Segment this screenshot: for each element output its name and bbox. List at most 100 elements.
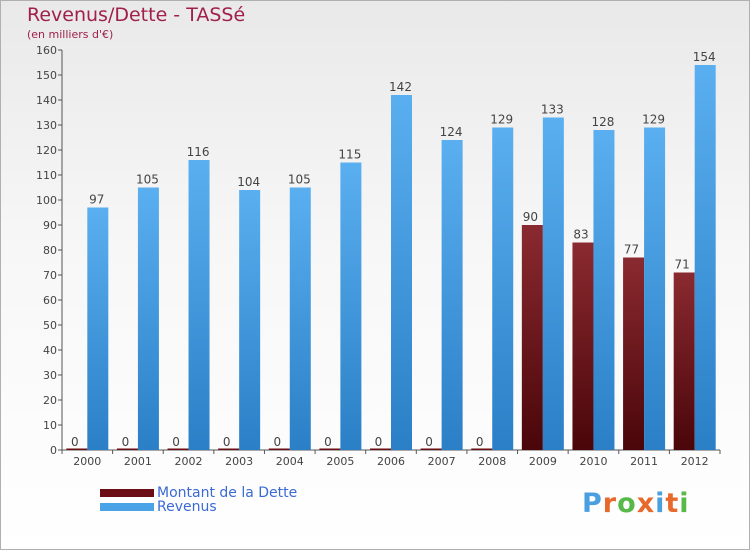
value-label-revenus-2010: 128 — [592, 115, 615, 129]
value-label-revenus-2004: 105 — [288, 173, 311, 187]
y-tick-label: 160 — [36, 44, 57, 57]
bar-debt-2000 — [66, 448, 88, 450]
value-label-debt-2011: 77 — [624, 243, 639, 257]
value-label-revenus-2009: 133 — [541, 103, 564, 117]
value-label-debt-2012: 71 — [675, 258, 690, 272]
bar-debt-2010 — [572, 242, 594, 450]
value-label-debt-2002: 0 — [172, 435, 180, 449]
x-tick-label: 2012 — [681, 455, 709, 468]
x-tick-label: 2000 — [73, 455, 101, 468]
x-tick-label: 2008 — [478, 455, 506, 468]
y-tick-label: 140 — [36, 94, 57, 107]
y-tick-label: 120 — [36, 144, 57, 157]
bar-debt-2009 — [521, 225, 543, 450]
logo-letter: r — [602, 488, 618, 519]
value-label-debt-2001: 0 — [122, 435, 130, 449]
proxiti-logo: Proxiti — [582, 488, 690, 519]
y-tick-label: 50 — [43, 319, 57, 332]
value-label-revenus-2003: 104 — [237, 175, 260, 189]
x-tick-label: 2007 — [428, 455, 456, 468]
bar-debt-2006 — [370, 448, 391, 450]
chart-title: Revenus/Dette - TASSé — [27, 4, 246, 26]
legend-item-debt: Montant de la Dette — [100, 485, 298, 501]
bar-debt-2001 — [116, 448, 138, 450]
y-tick-label: 0 — [50, 444, 57, 457]
bar-debt-2011 — [623, 257, 645, 450]
bar-revenus-2001 — [137, 187, 159, 450]
bar-revenus-2008 — [492, 127, 514, 450]
x-tick-label: 2011 — [630, 455, 658, 468]
bar-revenus-2007 — [441, 140, 463, 450]
bar-debt-2005 — [319, 448, 341, 450]
legend-label-revenus: Revenus — [157, 499, 217, 515]
legend-swatch-revenus — [100, 503, 154, 511]
bars — [66, 65, 716, 450]
x-tick-label: 2005 — [326, 455, 354, 468]
logo-letter: t — [665, 488, 680, 519]
bar-revenus-2000 — [87, 207, 109, 450]
y-tick-label: 100 — [36, 194, 57, 207]
value-label-debt-2003: 0 — [223, 435, 231, 449]
logo-letter: x — [636, 488, 656, 519]
chart-subtitle: (en milliers d'€) — [27, 28, 114, 41]
value-label-revenus-2001: 105 — [136, 173, 159, 187]
y-axis: 0 10 20 30 40 50 60 70 80 90 100 110 120 130 140 150 160 — [36, 44, 63, 457]
bar-debt-2008 — [471, 448, 493, 450]
x-tick-label: 2010 — [579, 455, 607, 468]
y-tick-label: 110 — [36, 169, 57, 182]
bar-revenus-2006 — [391, 95, 412, 450]
value-label-debt-2010: 83 — [573, 228, 588, 242]
value-label-revenus-2012: 154 — [693, 50, 716, 64]
bar-revenus-2012 — [694, 65, 716, 450]
y-tick-label: 40 — [43, 344, 57, 357]
bar-revenus-2005 — [340, 162, 362, 450]
value-label-debt-2005: 0 — [324, 435, 332, 449]
value-label-revenus-2006: 142 — [389, 80, 412, 94]
value-label-revenus-2008: 129 — [490, 113, 513, 127]
bar-debt-2012 — [673, 272, 695, 450]
value-label-debt-2008: 0 — [476, 435, 484, 449]
x-tick-label: 2003 — [225, 455, 253, 468]
y-tick-label: 20 — [43, 394, 57, 407]
y-tick-label: 10 — [43, 419, 57, 432]
logo-letter: o — [617, 488, 637, 519]
legend-label-debt: Montant de la Dette — [157, 485, 298, 501]
y-tick-label: 90 — [43, 219, 57, 232]
bar-debt-2007 — [420, 448, 442, 450]
value-label-debt-2007: 0 — [425, 435, 433, 449]
x-tick-label: 2001 — [124, 455, 152, 468]
bar-debt-2004 — [268, 448, 290, 450]
legend: Montant de la Dette Revenus — [100, 485, 298, 515]
x-tick-label: 2006 — [377, 455, 405, 468]
bar-revenus-2003 — [239, 190, 261, 450]
value-label-revenus-2005: 115 — [338, 148, 361, 162]
bar-revenus-2010 — [593, 130, 615, 450]
legend-swatch-debt — [100, 489, 154, 497]
y-tick-label: 30 — [43, 369, 57, 382]
y-tick-label: 150 — [36, 69, 57, 82]
value-label-revenus-2000: 97 — [89, 193, 104, 207]
bar-revenus-2004 — [289, 187, 311, 450]
y-tick-label: 130 — [36, 119, 57, 132]
bar-revenus-2009 — [542, 117, 564, 450]
value-label-revenus-2007: 124 — [440, 125, 463, 139]
value-label-revenus-2011: 129 — [642, 113, 665, 127]
y-tick-label: 60 — [43, 294, 57, 307]
x-tick-label: 2004 — [276, 455, 304, 468]
value-label-debt-2006: 0 — [375, 435, 383, 449]
logo-letter: i — [655, 488, 666, 519]
bar-debt-2002 — [167, 448, 189, 450]
value-labels: 0 97 0 105 0 116 0 104 0 105 0 115 0 142 0 124 0 129 90 133… — [71, 50, 716, 449]
logo-letter: P — [582, 488, 603, 519]
value-label-revenus-2002: 116 — [187, 145, 210, 159]
x-tick-label: 2009 — [529, 455, 557, 468]
bar-revenus-2011 — [644, 127, 666, 450]
logo-letter: i — [679, 488, 690, 519]
y-tick-label: 80 — [43, 244, 57, 257]
x-axis: 2000 2001 2002 2003 2004 2005 2006 2007 2008 2009… — [61, 449, 721, 468]
legend-item-revenus: Revenus — [100, 499, 297, 515]
bar-debt-2003 — [218, 448, 240, 450]
y-tick-label: 70 — [43, 269, 57, 282]
value-label-debt-2000: 0 — [71, 435, 79, 449]
